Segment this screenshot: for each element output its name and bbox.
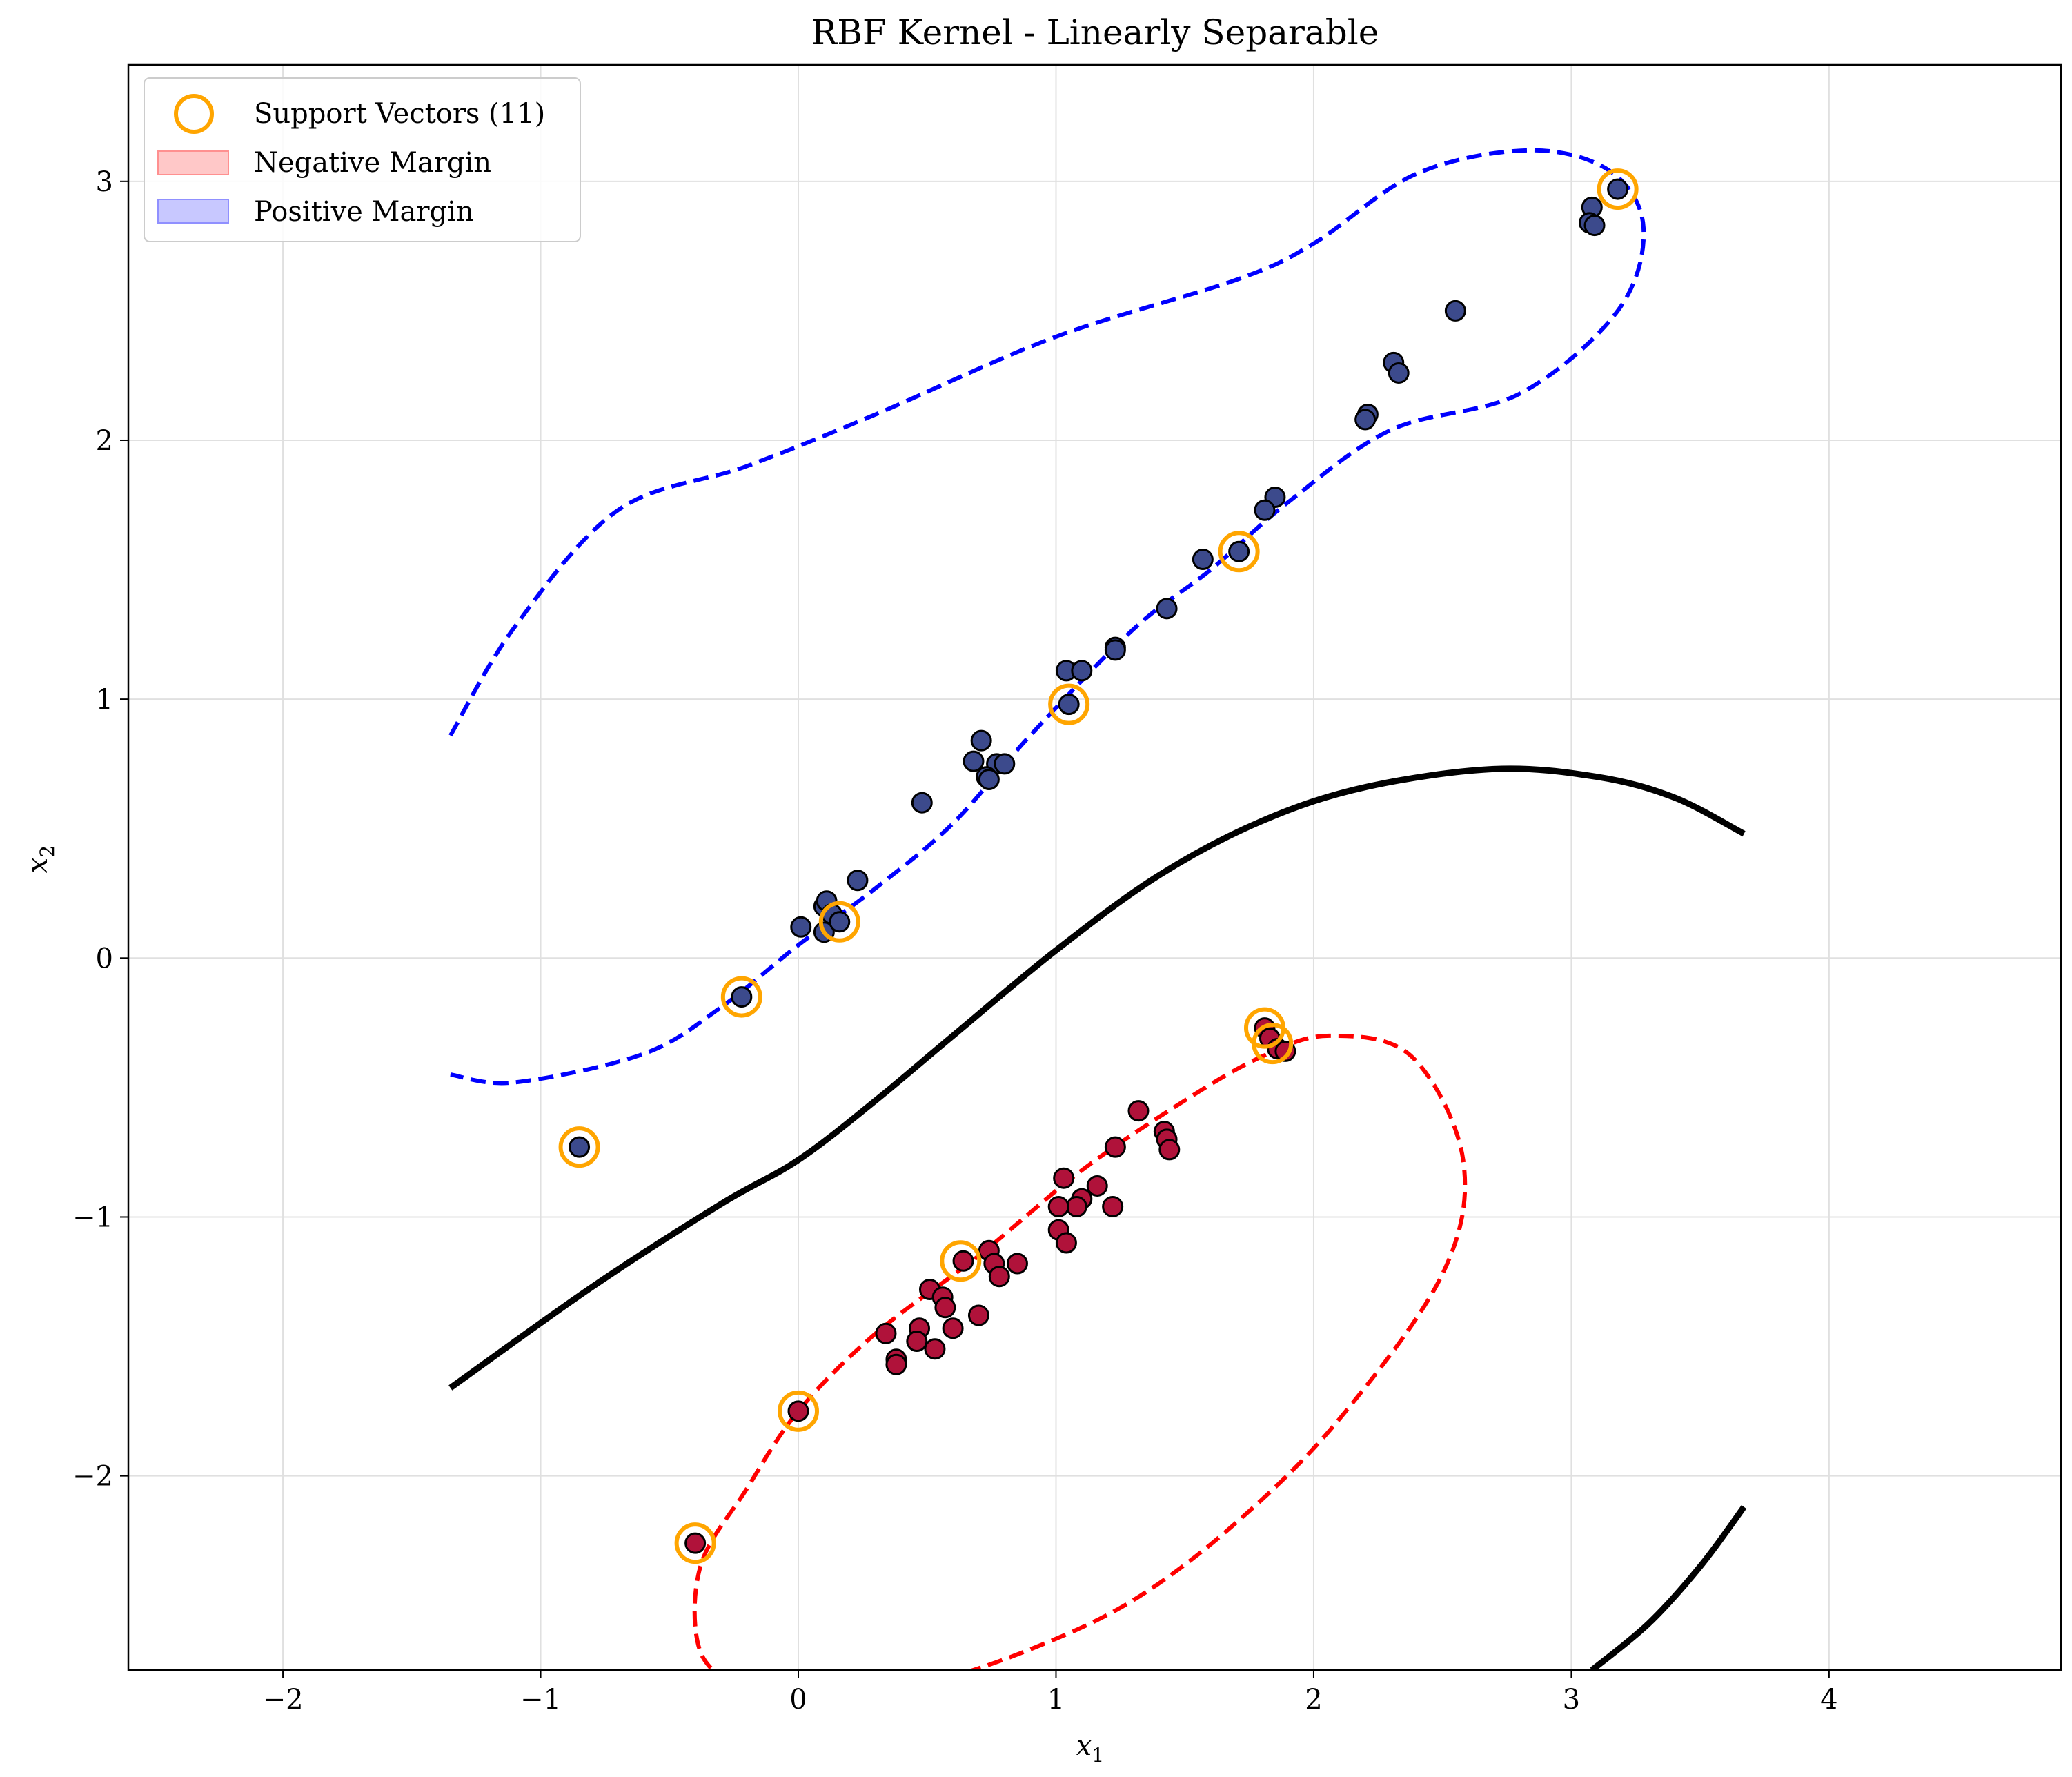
- curves: [448, 148, 1747, 1670]
- decision-boundary-line: [1590, 1504, 1747, 1670]
- y-tick-label: 1: [96, 684, 113, 716]
- legend-label-positive-margin: Positive Margin: [254, 196, 474, 228]
- positive-point: [1228, 540, 1250, 562]
- x-tick-label: 3: [1563, 1684, 1580, 1716]
- support-vector-ring: [1252, 1023, 1294, 1065]
- chart-title: RBF Kernel - Linearly Separable: [811, 12, 1379, 52]
- support-vector-ring: [674, 1522, 716, 1564]
- negative-point: [924, 1338, 946, 1360]
- negative-point: [1102, 1195, 1124, 1217]
- legend-label-support-vectors: Support Vectors (11): [254, 98, 545, 130]
- support-vector-ring: [818, 901, 860, 943]
- negative-point: [1158, 1139, 1181, 1161]
- y-tick-label: 0: [96, 943, 113, 974]
- positive-point: [1583, 215, 1606, 237]
- negative-point: [1104, 1136, 1126, 1158]
- negative-point: [787, 1400, 809, 1422]
- positive-point: [1354, 409, 1377, 431]
- positive-point: [1192, 549, 1214, 571]
- negative-point: [1086, 1175, 1108, 1197]
- positive-margin-line: [448, 148, 1646, 1086]
- decision-boundary-line: [448, 765, 1746, 1391]
- support-vector-ring: [1597, 168, 1639, 210]
- legend: Support Vectors (11) Negative Margin Pos…: [144, 77, 581, 242]
- support-vector-ring: [558, 1126, 600, 1168]
- positive-point: [829, 911, 851, 933]
- positive-point: [970, 729, 992, 752]
- negative-point: [934, 1297, 956, 1319]
- x-tick-label: 1: [1047, 1684, 1065, 1716]
- x-axis-label: x1: [1076, 1730, 1104, 1767]
- legend-negative-margin-patch: [157, 150, 229, 175]
- y-tick-label: −1: [72, 1201, 113, 1233]
- negative-margin-line: [692, 1033, 1468, 1670]
- positive-point: [847, 870, 869, 892]
- negative-point: [684, 1532, 707, 1554]
- y-tick-label: 3: [96, 166, 113, 198]
- positive-point: [1071, 660, 1093, 682]
- positive-point: [994, 753, 1016, 775]
- positive-point: [1254, 499, 1276, 521]
- support-vector-ring: [1218, 531, 1260, 573]
- negative-point: [967, 1304, 989, 1326]
- positive-point: [790, 916, 812, 938]
- support-vector-ring: [778, 1390, 820, 1432]
- x-tick-label: 0: [789, 1684, 807, 1716]
- negative-point: [1053, 1167, 1075, 1189]
- positive-point: [731, 986, 753, 1008]
- negative-point: [906, 1331, 928, 1353]
- legend-label-negative-margin: Negative Margin: [254, 147, 491, 179]
- y-axis-label-subscript: 2: [36, 845, 59, 858]
- axis-ticks: −2 −1 0 1 2 3 4 −2 −1 0 1 2 3: [72, 166, 1838, 1716]
- negative-point: [1047, 1195, 1069, 1217]
- negative-point: [952, 1250, 974, 1272]
- support-vector-ring: [1048, 683, 1090, 725]
- legend-positive-margin-patch: [157, 199, 229, 224]
- support-vector-ring: [720, 976, 762, 1018]
- y-tick-label: −2: [72, 1461, 113, 1493]
- support-vectors: [558, 168, 1639, 1564]
- positive-point: [978, 768, 1000, 790]
- grid: [128, 65, 2061, 1670]
- positive-point: [569, 1136, 591, 1158]
- positive-point: [1388, 362, 1410, 384]
- positive-point: [1156, 598, 1178, 620]
- legend-box: [144, 77, 581, 242]
- plot-frame: [127, 63, 2062, 1671]
- negative-point: [875, 1322, 897, 1344]
- y-axis-label: x2: [22, 845, 59, 873]
- negative-point: [1127, 1100, 1150, 1122]
- positive-point: [1104, 639, 1126, 661]
- negative-point: [1065, 1195, 1087, 1217]
- positive-point: [1607, 178, 1629, 200]
- support-vector-ring: [940, 1240, 982, 1282]
- positive-point: [1444, 300, 1466, 322]
- negative-point: [942, 1317, 964, 1339]
- x-tick-label: 2: [1305, 1684, 1322, 1716]
- y-tick-label: 2: [96, 425, 113, 457]
- x-axis-label-subscript: 1: [1092, 1744, 1104, 1767]
- x-tick-label: −1: [520, 1684, 561, 1716]
- negative-point: [1055, 1232, 1077, 1254]
- positive-point: [911, 792, 933, 814]
- positive-point: [1058, 694, 1080, 716]
- legend-support-vector-marker: [174, 94, 214, 134]
- negative-point: [1006, 1253, 1028, 1275]
- negative-point: [988, 1266, 1010, 1288]
- x-tick-label: −2: [263, 1684, 304, 1716]
- positive-point: [963, 750, 985, 772]
- x-tick-label: 4: [1820, 1684, 1837, 1716]
- negative-point: [885, 1353, 907, 1375]
